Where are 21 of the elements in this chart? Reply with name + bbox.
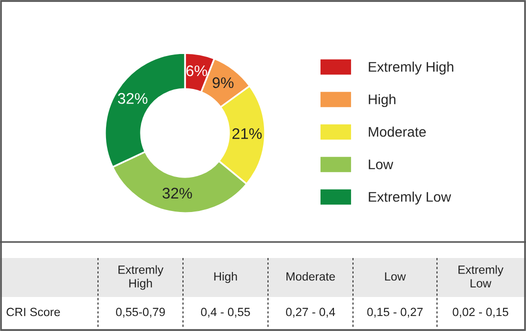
data-label: 6% bbox=[186, 65, 208, 76]
legend-label: Moderate bbox=[368, 126, 426, 137]
text: Moderate bbox=[286, 272, 335, 281]
data-label: 32% bbox=[118, 93, 148, 104]
legend-label: Low bbox=[368, 160, 394, 170]
text: Low bbox=[385, 272, 406, 281]
text: Extremly Low bbox=[458, 265, 504, 288]
data-label: 32% bbox=[162, 188, 192, 199]
text: 0,4 - 0,55 bbox=[201, 308, 250, 318]
data-label: 21% bbox=[232, 128, 262, 139]
text: 0,27 - 0,4 bbox=[286, 308, 336, 318]
legend-label: Extremly High bbox=[368, 62, 454, 75]
legend-label: Extremly Low bbox=[368, 192, 452, 205]
text: High bbox=[214, 272, 237, 283]
text: 0,02 - 0,15 bbox=[452, 308, 508, 318]
text: 0,15 - 0,27 bbox=[367, 308, 423, 318]
legend-label: High bbox=[368, 94, 396, 108]
text: Extremly High bbox=[118, 265, 164, 290]
text: CRI Score bbox=[6, 308, 60, 316]
text: 0,55-0,79 bbox=[116, 308, 165, 318]
data-label: 9% bbox=[212, 77, 234, 88]
